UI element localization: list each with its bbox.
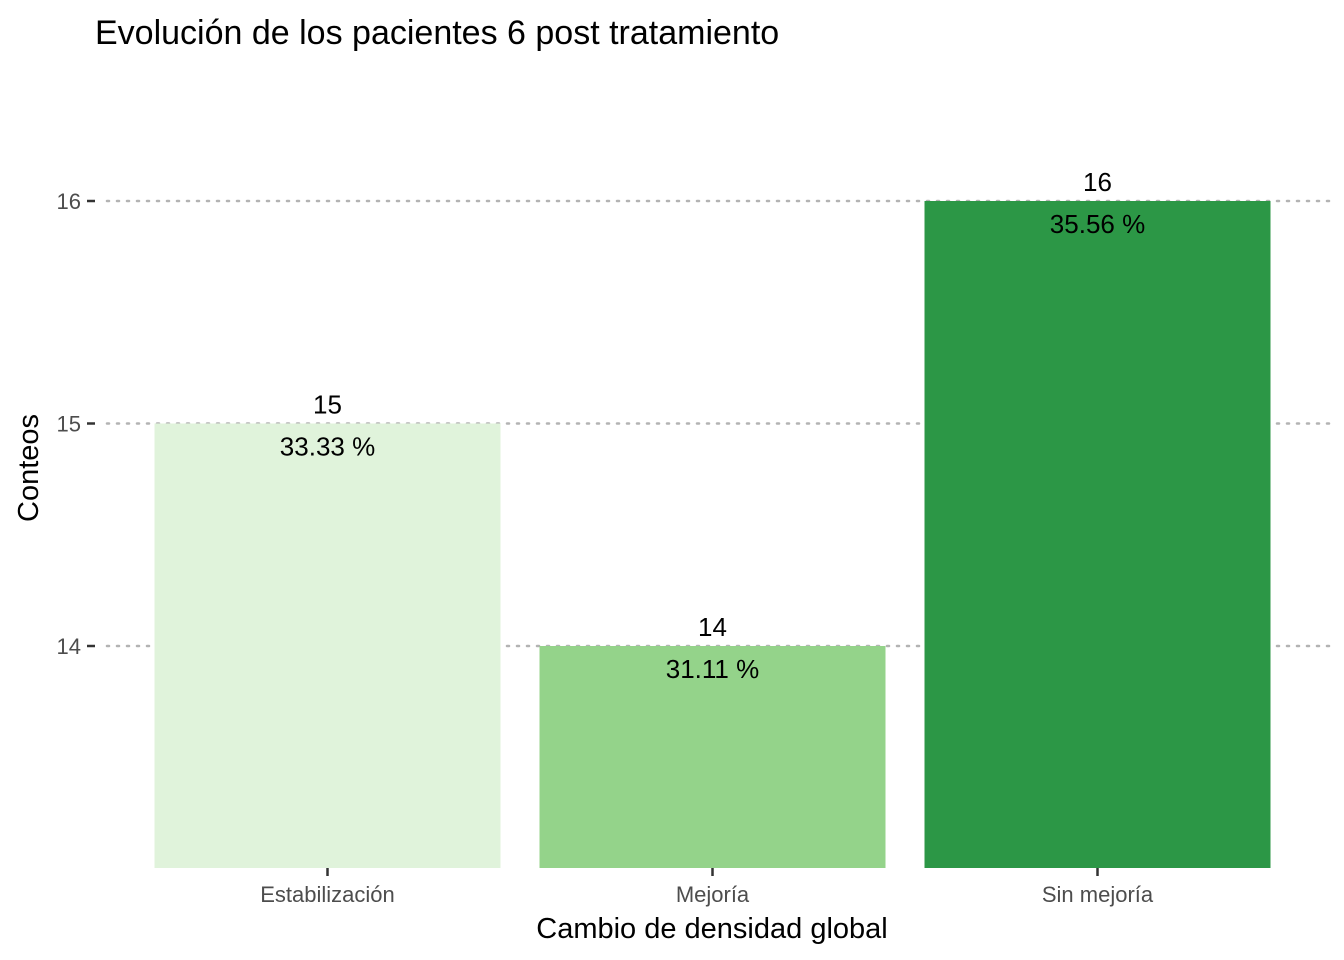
bar-value-label: 14 xyxy=(698,612,727,642)
bar-percent-label: 33.33 % xyxy=(280,432,375,462)
bar xyxy=(154,423,501,868)
x-tick-label: Estabilización xyxy=(260,882,395,907)
y-axis: 14 15 16 xyxy=(57,189,95,659)
bar xyxy=(924,201,1271,868)
x-axis-title: Cambio de densidad global xyxy=(536,913,887,945)
x-axis: Estabilización Mejoría Sin mejoría xyxy=(260,868,1154,907)
bar-value-label: 15 xyxy=(313,390,342,420)
bar-percent-label: 31.11 % xyxy=(666,654,759,684)
bar-percent-label: 35.56 % xyxy=(1050,209,1145,239)
x-tick-label: Mejoría xyxy=(676,882,750,907)
bar-value-label: 16 xyxy=(1083,167,1112,197)
y-tick-label: 15 xyxy=(57,412,81,437)
chart-title: Evolución de los pacientes 6 post tratam… xyxy=(95,14,779,52)
y-axis-title: Conteos xyxy=(13,414,45,522)
bars xyxy=(154,201,1271,868)
y-tick-label: 14 xyxy=(57,634,81,659)
y-tick-label: 16 xyxy=(57,189,81,214)
bar xyxy=(539,646,886,868)
x-tick-label: Sin mejoría xyxy=(1042,882,1154,907)
data-labels: 15 33.33 % 14 31.11 % 16 35.56 % xyxy=(280,167,1145,684)
